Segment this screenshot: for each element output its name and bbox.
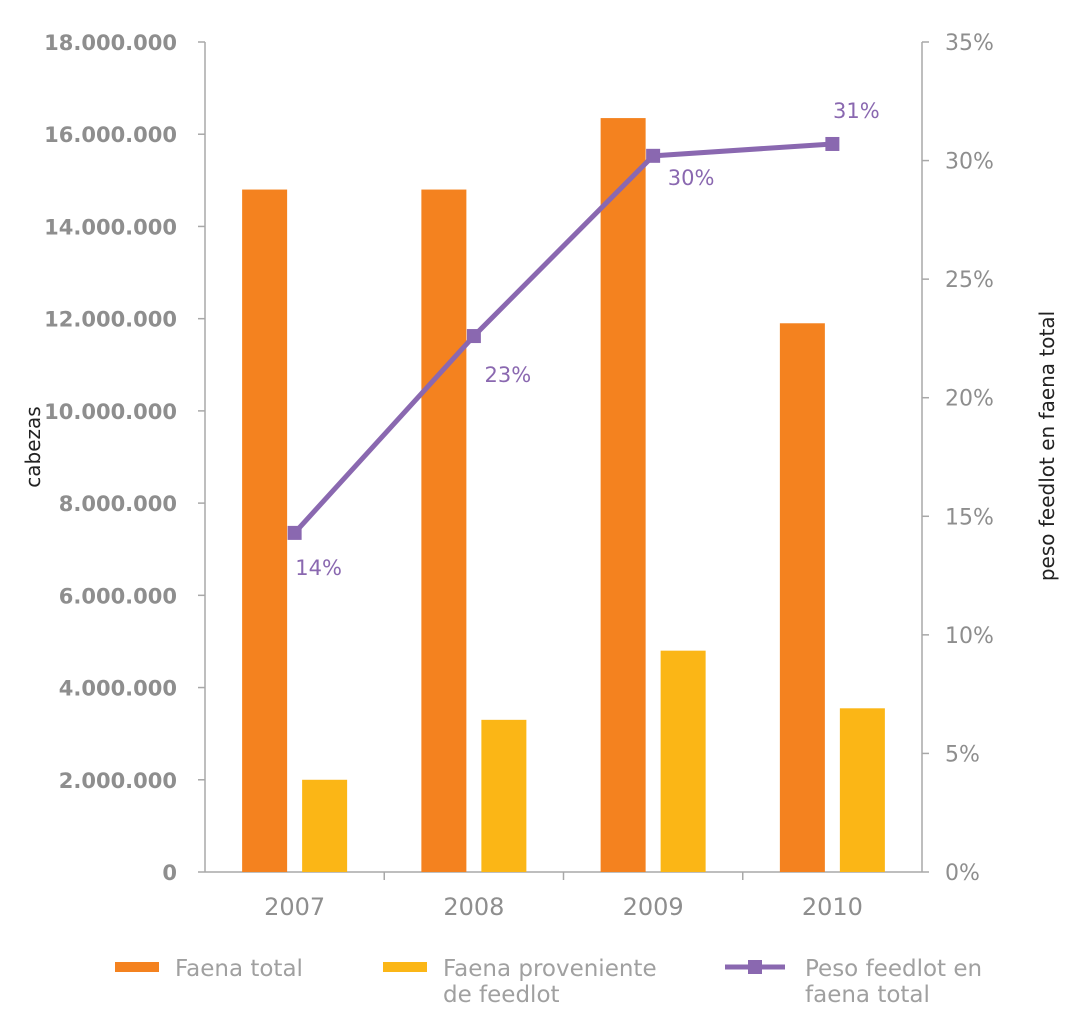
y2-tick-label: 15% bbox=[945, 505, 994, 530]
bar bbox=[660, 650, 706, 872]
line-marker bbox=[466, 329, 481, 344]
bar bbox=[302, 779, 348, 872]
y2-tick-label: 30% bbox=[945, 150, 994, 175]
y2-tick-label: 0% bbox=[945, 861, 980, 886]
y-tick-label: 6.000.000 bbox=[59, 584, 177, 608]
y-tick-label: 10.000.000 bbox=[44, 400, 177, 424]
y2-tick-label: 20% bbox=[945, 387, 994, 412]
x-tick-label: 2009 bbox=[623, 893, 684, 921]
y-tick-label: 16.000.000 bbox=[44, 123, 177, 147]
axes: 0 2.000.000 4.000.000 6.000.000 8.000.000 10.… bbox=[21, 31, 1059, 921]
legend-label: faena total bbox=[805, 982, 930, 1008]
line-series bbox=[287, 136, 840, 540]
y-tick-label: 8.000.000 bbox=[59, 492, 177, 516]
y-tick-label: 2.000.000 bbox=[59, 769, 177, 793]
x-tick-label: 2008 bbox=[443, 893, 504, 921]
bar bbox=[242, 189, 288, 873]
data-label: 31% bbox=[833, 99, 880, 123]
y-axis-title: cabezas bbox=[21, 406, 45, 487]
bar bbox=[779, 323, 825, 872]
legend-label: de feedlot bbox=[443, 982, 560, 1008]
y2-tick-label: 5% bbox=[945, 742, 980, 767]
legend-swatch-marker bbox=[748, 960, 762, 974]
labels: 14% 23% 30% 31% bbox=[295, 99, 879, 580]
y-tick-label: 14.000.000 bbox=[44, 215, 177, 239]
line-marker bbox=[287, 525, 302, 540]
line-marker bbox=[646, 148, 661, 163]
legend-swatch bbox=[115, 962, 159, 972]
bars bbox=[242, 118, 885, 873]
y2-tick-label: 10% bbox=[945, 624, 994, 649]
data-label: 30% bbox=[668, 166, 715, 190]
y2-tick-label: 35% bbox=[945, 31, 994, 56]
data-label: 23% bbox=[485, 363, 532, 387]
x-tick-label: 2007 bbox=[264, 893, 325, 921]
bar bbox=[600, 118, 646, 873]
legend-label: Peso feedlot en bbox=[805, 956, 982, 982]
x-tick-label: 2010 bbox=[802, 893, 863, 921]
legend-label: Faena proveniente bbox=[443, 956, 657, 982]
legend-swatch bbox=[383, 962, 427, 972]
line-marker bbox=[825, 136, 840, 151]
y-tick-label: 12.000.000 bbox=[44, 308, 177, 332]
y2-axis-title: peso feedlot en faena total bbox=[1035, 311, 1059, 581]
line-series-path bbox=[292, 141, 833, 535]
y2-tick-label: 25% bbox=[945, 268, 994, 293]
y-tick-label: 0 bbox=[162, 861, 177, 885]
bar bbox=[481, 719, 527, 872]
legend-label: Faena total bbox=[175, 956, 303, 982]
y-tick-label: 4.000.000 bbox=[59, 677, 177, 701]
y-tick-label: 18.000.000 bbox=[44, 31, 177, 55]
bar bbox=[421, 189, 467, 873]
data-label: 14% bbox=[295, 556, 342, 580]
bar bbox=[839, 708, 885, 872]
